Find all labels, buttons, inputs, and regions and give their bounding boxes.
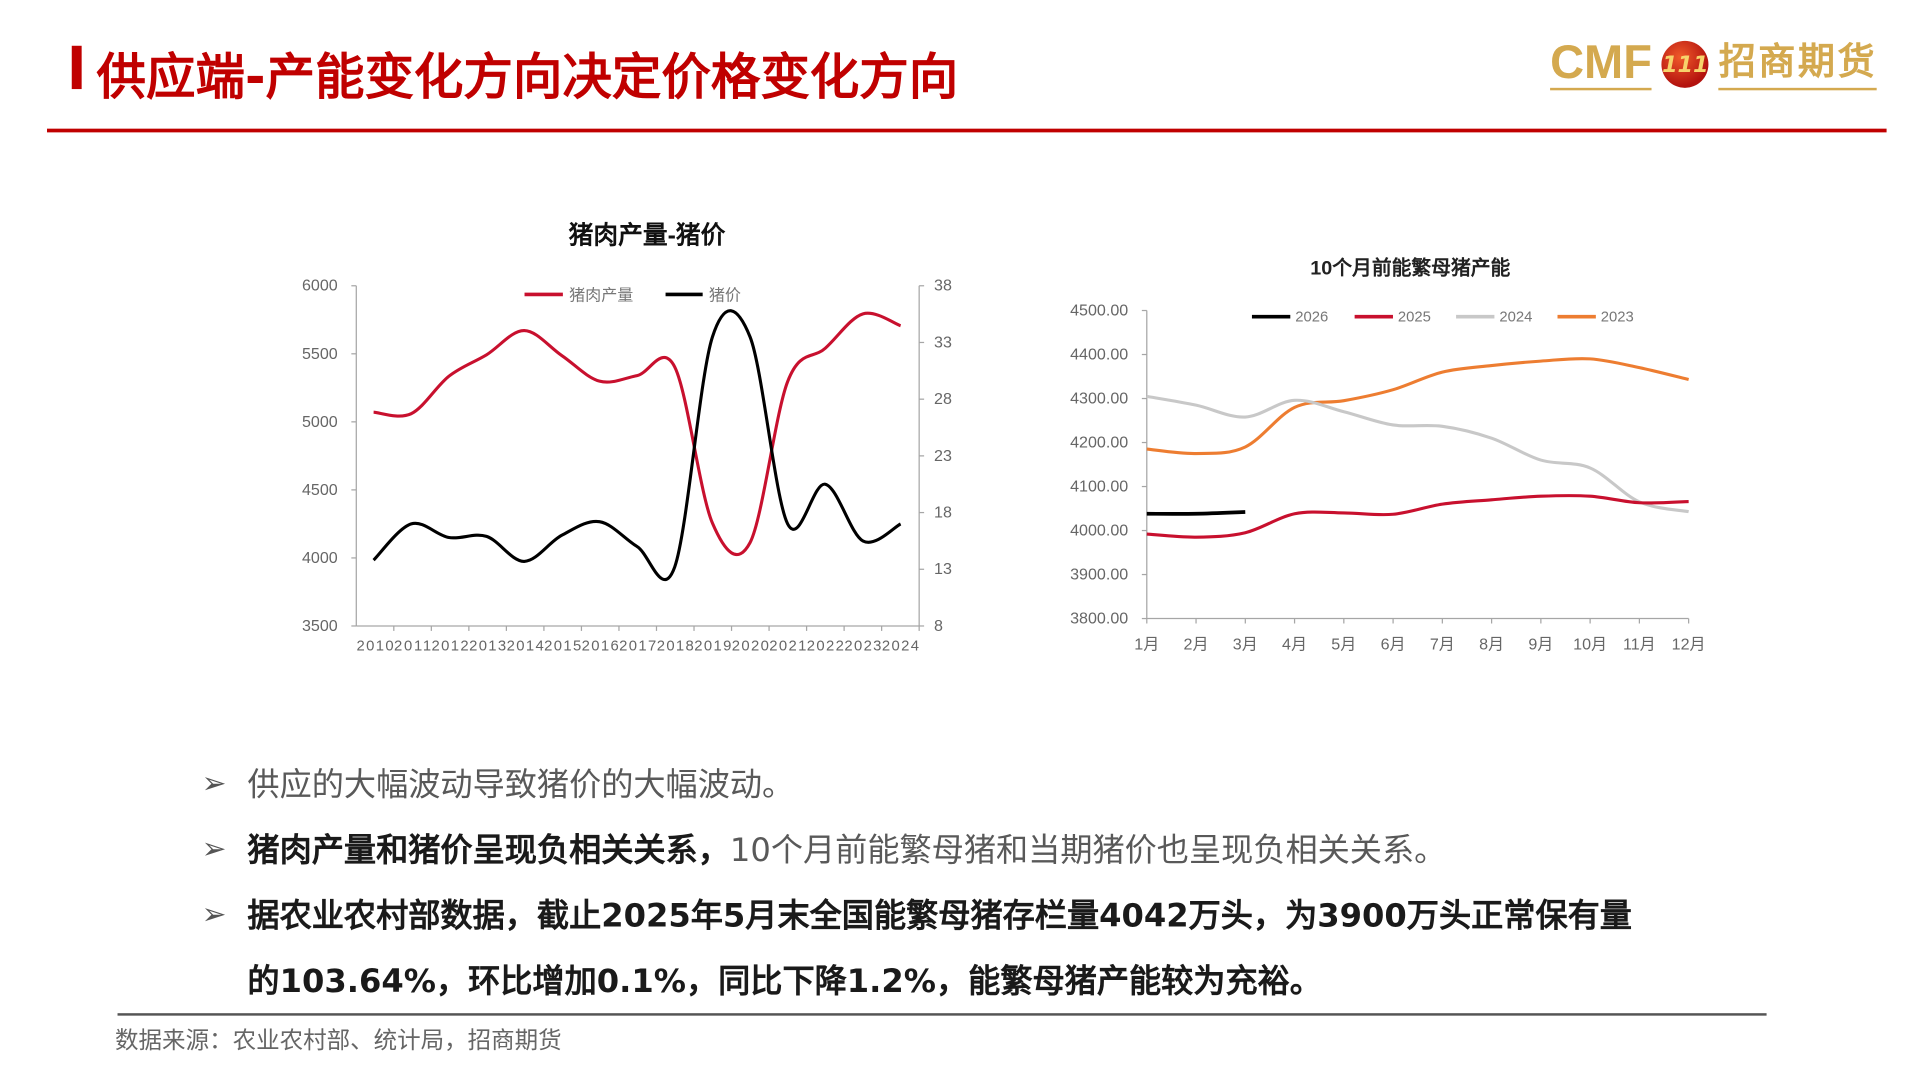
- x-tick-label: 12月: [1672, 635, 1706, 653]
- y-left-tick-label: 6000: [302, 277, 338, 295]
- series-line-2024: [1146, 394, 1689, 514]
- x-tick-label: 2020: [732, 639, 769, 655]
- logo: CMF 111 招商期货: [1550, 35, 1878, 94]
- data-source: 数据来源：农业农村部、统计局，招商期货: [115, 1026, 562, 1055]
- x-tick-label: 2月: [1184, 635, 1209, 653]
- legend-label-2023: 2023: [1601, 310, 1634, 326]
- legend-label-2025: 2025: [1398, 310, 1431, 326]
- logo-latin: CMF: [1550, 37, 1652, 91]
- x-tick-label: 2019: [694, 639, 731, 655]
- y-tick-label: 4000.00: [1070, 521, 1128, 539]
- bullet-text: 供应的大幅波动导致猪价的大幅波动。: [247, 767, 795, 805]
- y-tick-label: 4100.00: [1070, 477, 1128, 495]
- y-right-tick-label: 13: [934, 560, 952, 578]
- chart-title: 猪肉产量-猪价: [569, 222, 726, 250]
- bullet-point: 的103.64%，环比增加0.1%，同比下降1.2%，能繁母猪产能较为充裕。: [202, 956, 1322, 1002]
- x-tick-label: 2024: [882, 639, 919, 655]
- y-right-tick-label: 28: [934, 390, 952, 408]
- logo-emblem-icon: 111: [1661, 40, 1709, 88]
- y-tick-label: 3900.00: [1070, 565, 1128, 583]
- bullet-text: 10个月前能繁母猪和当期猪价也呈现负相关关系。: [729, 832, 1447, 870]
- header-divider: [47, 128, 1887, 133]
- series-line-2025: [1146, 494, 1689, 539]
- footer-divider: [117, 1013, 1767, 1016]
- x-tick-label: 9月: [1528, 635, 1553, 653]
- y-right-tick-label: 33: [934, 333, 952, 351]
- y-tick-label: 4500.00: [1070, 301, 1128, 319]
- x-tick-label: 6月: [1381, 635, 1406, 653]
- chart-sow-capacity: 10个月前能繁母猪产能 3800.00 3900.00 4000.00 4100.00…: [1070, 257, 1706, 654]
- bullet-point: ➢ 供应的大幅波动导致猪价的大幅波动。: [202, 760, 795, 806]
- y-left-tick-label: 5000: [302, 413, 338, 431]
- series-line-2026: [1146, 510, 1246, 516]
- x-tick-label: 3月: [1233, 635, 1258, 653]
- x-tick-label: 2017: [619, 639, 656, 655]
- x-tick-label: 5月: [1331, 635, 1356, 653]
- x-tick-label: 8月: [1479, 635, 1504, 653]
- y-tick-label: 4200.00: [1070, 433, 1128, 451]
- y-tick-label: 4300.00: [1070, 389, 1128, 407]
- x-tick-label: 2015: [544, 639, 581, 655]
- x-tick-label: 2023: [844, 639, 881, 655]
- series-line-price: [372, 309, 902, 582]
- x-tick-label: 2016: [582, 639, 619, 655]
- bullet-point: ➢ 猪肉产量和猪价呈现负相关关系， 10个月前能繁母猪和当期猪价也呈现负相关关系。: [202, 825, 1447, 871]
- x-tick-label: 11月: [1623, 635, 1656, 653]
- chart-pork-output-vs-price: 猪肉产量-猪价 猪肉产量 猪价 3500 4000 4500 5000 5500 6000…: [302, 222, 952, 655]
- bullet-text: 据农业农村部数据，截止2025年5月末全国能繁母猪存栏量4042万头，为3900…: [247, 898, 1632, 936]
- chart-title: 10个月前能繁母猪产能: [1310, 257, 1510, 280]
- y-tick-label: 4400.00: [1070, 345, 1128, 363]
- y-left-tick-label: 4000: [302, 549, 338, 567]
- y-tick-label: 3800.00: [1070, 609, 1128, 627]
- title-accent-bar: [71, 45, 82, 90]
- x-tick-label: 2022: [807, 639, 844, 655]
- bullet-text: 猪肉产量和猪价呈现负相关关系，: [247, 832, 730, 870]
- x-tick-label: 1月: [1134, 635, 1159, 653]
- bullet-arrow-icon: ➢: [201, 765, 227, 800]
- y-right-tick-label: 18: [934, 504, 952, 522]
- legend-label-2026: 2026: [1295, 310, 1328, 326]
- legend-label-price: 猪价: [709, 287, 741, 305]
- x-tick-label: 2014: [507, 639, 544, 655]
- y-right-tick-label: 38: [934, 277, 952, 295]
- logo-chinese: 招商期货: [1718, 38, 1878, 91]
- x-tick-label: 2013: [469, 639, 506, 655]
- x-tick-label: 2021: [769, 639, 806, 655]
- y-right-tick-label: 8: [934, 617, 943, 635]
- bullet-arrow-icon: ➢: [201, 896, 227, 931]
- legend-label-2024: 2024: [1499, 310, 1532, 326]
- series-line-production: [373, 311, 902, 557]
- bullet-arrow-icon: ➢: [201, 830, 227, 866]
- bullet-text: 的103.64%，环比增加0.1%，同比下降1.2%，能繁母猪产能较为充裕。: [247, 963, 1322, 1001]
- x-tick-label: 7月: [1430, 635, 1455, 653]
- series-line-2023: [1146, 357, 1690, 456]
- x-tick-label: 10月: [1573, 635, 1607, 653]
- y-left-tick-label: 3500: [302, 617, 338, 635]
- bullet-point: ➢ 据农业农村部数据，截止2025年5月末全国能繁母猪存栏量4042万头，为390…: [202, 891, 1632, 937]
- x-tick-label: 2018: [657, 639, 694, 655]
- y-left-tick-label: 5500: [302, 345, 338, 363]
- y-left-tick-label: 4500: [302, 481, 338, 499]
- legend-label-production: 猪肉产量: [569, 287, 633, 305]
- x-tick-label: 4月: [1282, 635, 1307, 653]
- x-tick-label: 2011: [394, 639, 431, 655]
- x-tick-label: 2012: [432, 639, 469, 655]
- page-title: 供应端-产能变化方向决定价格变化方向: [96, 49, 959, 107]
- x-tick-label: 2010: [356, 639, 393, 655]
- y-right-tick-label: 23: [934, 447, 952, 465]
